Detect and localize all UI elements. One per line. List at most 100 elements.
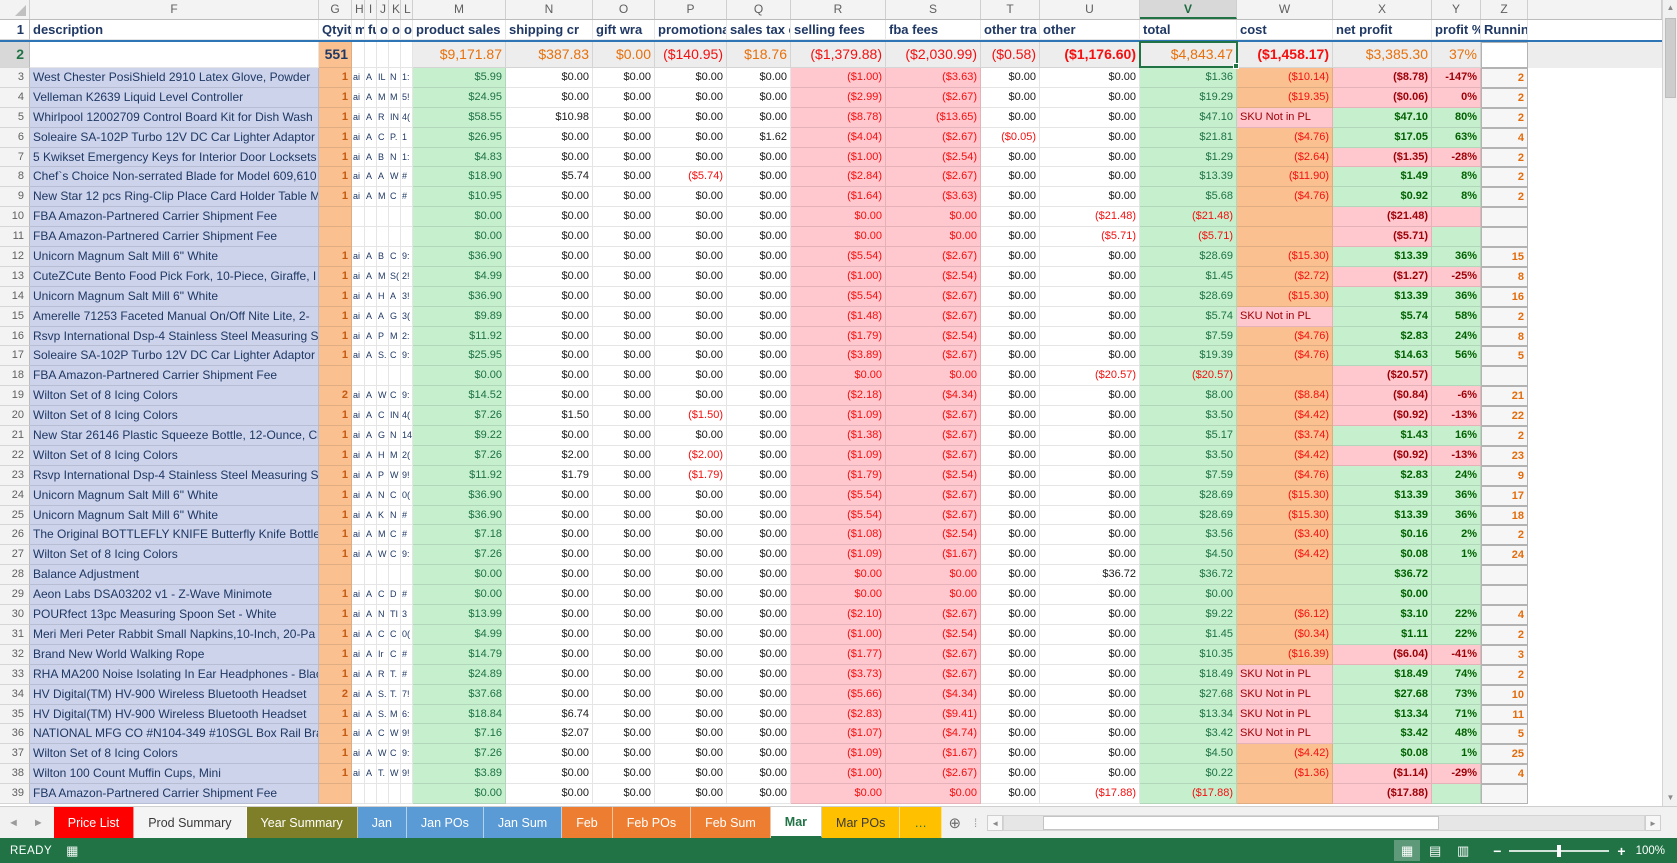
cell-F10[interactable]: FBA Amazon-Partnered Carrier Shipment Fe… xyxy=(30,207,319,228)
cell-I26[interactable]: A xyxy=(365,525,377,546)
cell-Z30[interactable]: 4 xyxy=(1481,605,1528,625)
cell-S35[interactable]: ($9.41) xyxy=(886,704,981,725)
cell-P23[interactable]: ($1.79) xyxy=(655,465,727,486)
cell-K38[interactable]: W xyxy=(389,764,401,785)
cell-V24[interactable]: $28.69 xyxy=(1140,485,1237,506)
cell-R35[interactable]: ($2.83) xyxy=(791,704,886,725)
cell-F31[interactable]: Meri Meri Peter Rabbit Small Napkins,10-… xyxy=(30,624,319,645)
cell-T8[interactable]: $0.00 xyxy=(981,167,1040,188)
cell-V38[interactable]: $0.22 xyxy=(1140,764,1237,785)
cell-W38[interactable]: ($1.36) xyxy=(1237,764,1333,785)
cell-W5[interactable]: SKU Not in PL xyxy=(1237,107,1333,128)
cell-M11[interactable]: $0.00 xyxy=(413,227,506,248)
cell-O30[interactable]: $0.00 xyxy=(593,605,655,625)
cell-K12[interactable]: C xyxy=(389,247,401,267)
cell-R33[interactable]: ($3.73) xyxy=(791,664,886,685)
cell-P8[interactable]: ($5.74) xyxy=(655,167,727,188)
cell-S22[interactable]: ($2.67) xyxy=(886,445,981,466)
cell-F26[interactable]: The Original BOTTLEFLY KNIFE Butterfly K… xyxy=(30,525,319,546)
cell-J11[interactable] xyxy=(377,227,389,248)
cell-K19[interactable]: C xyxy=(389,386,401,407)
cell-N38[interactable]: $0.00 xyxy=(506,764,593,785)
cell-G37[interactable]: 1 xyxy=(319,744,352,765)
column-header-H[interactable]: H xyxy=(352,0,365,19)
cell-T3[interactable]: $0.00 xyxy=(981,68,1040,88)
header-V1[interactable]: total xyxy=(1140,20,1237,40)
row-header-39[interactable]: 39 xyxy=(0,784,30,804)
header-T1[interactable]: other tra xyxy=(981,20,1040,40)
cell-N14[interactable]: $0.00 xyxy=(506,286,593,307)
cell-R29[interactable]: $0.00 xyxy=(791,585,886,606)
cell-O27[interactable]: $0.00 xyxy=(593,545,655,566)
cell-L33[interactable]: # xyxy=(401,664,413,685)
cell-N4[interactable]: $0.00 xyxy=(506,87,593,108)
cell-T24[interactable]: $0.00 xyxy=(981,485,1040,506)
cell-W30[interactable]: ($6.12) xyxy=(1237,605,1333,625)
cell-G31[interactable]: 1 xyxy=(319,624,352,645)
row-header-37[interactable]: 37 xyxy=(0,744,30,765)
cell-Y22[interactable]: -13% xyxy=(1432,445,1481,466)
cell-Q4[interactable]: $0.00 xyxy=(727,87,791,108)
cell-F32[interactable]: Brand New World Walking Rope xyxy=(30,644,319,665)
row-header-31[interactable]: 31 xyxy=(0,624,30,645)
cell-L18[interactable] xyxy=(401,366,413,387)
cell-P39[interactable]: $0.00 xyxy=(655,784,727,804)
cell-Y34[interactable]: 73% xyxy=(1432,684,1481,705)
cell-Y25[interactable]: 36% xyxy=(1432,505,1481,526)
cell-O11[interactable]: $0.00 xyxy=(593,227,655,248)
cell-Q39[interactable]: $0.00 xyxy=(727,784,791,804)
cell-F4[interactable]: Velleman K2639 Liquid Level Controller xyxy=(30,87,319,108)
cell-P5[interactable]: $0.00 xyxy=(655,107,727,128)
cell-V2[interactable]: $4,843.47 xyxy=(1140,42,1237,68)
cell-S9[interactable]: ($3.63) xyxy=(886,187,981,208)
cell-O2[interactable]: $0.00 xyxy=(593,42,655,68)
cell-O14[interactable]: $0.00 xyxy=(593,286,655,307)
cell-V16[interactable]: $7.59 xyxy=(1140,326,1237,347)
cell-P34[interactable]: $0.00 xyxy=(655,684,727,705)
cell-L12[interactable]: 9: xyxy=(401,247,413,267)
cell-L29[interactable]: # xyxy=(401,585,413,606)
cell-U9[interactable]: $0.00 xyxy=(1040,187,1140,208)
header-Y1[interactable]: profit % xyxy=(1432,20,1481,40)
cell-O3[interactable]: $0.00 xyxy=(593,68,655,88)
cell-L7[interactable]: 1: xyxy=(401,147,413,168)
cell-O23[interactable]: $0.00 xyxy=(593,465,655,486)
cell-Y10[interactable] xyxy=(1432,207,1481,228)
cell-M26[interactable]: $7.18 xyxy=(413,525,506,546)
cell-X16[interactable]: $2.83 xyxy=(1333,326,1432,347)
cell-Q19[interactable]: $0.00 xyxy=(727,386,791,407)
cell-G17[interactable]: 1 xyxy=(319,346,352,367)
cell-S7[interactable]: ($2.54) xyxy=(886,147,981,168)
cell-Q21[interactable]: $0.00 xyxy=(727,426,791,446)
cell-V22[interactable]: $3.50 xyxy=(1140,445,1237,466)
cell-G28[interactable] xyxy=(319,565,352,586)
cell-L31[interactable]: 0( xyxy=(401,624,413,645)
cell-U15[interactable]: $0.00 xyxy=(1040,306,1140,327)
cell-L9[interactable]: # xyxy=(401,187,413,208)
cell-P9[interactable]: $0.00 xyxy=(655,187,727,208)
cell-J39[interactable] xyxy=(377,784,389,804)
cell-X31[interactable]: $1.11 xyxy=(1333,624,1432,645)
zoom-slider-thumb[interactable] xyxy=(1557,844,1562,857)
cell-G8[interactable]: 1 xyxy=(319,167,352,188)
cell-G5[interactable]: 1 xyxy=(319,107,352,128)
cell-I21[interactable]: A xyxy=(365,426,377,446)
cell-U16[interactable]: $0.00 xyxy=(1040,326,1140,347)
cell-N31[interactable]: $0.00 xyxy=(506,624,593,645)
cell-L39[interactable] xyxy=(401,784,413,804)
cell-X28[interactable]: $36.72 xyxy=(1333,565,1432,586)
header-R1[interactable]: selling fees xyxy=(791,20,886,40)
cell-P7[interactable]: $0.00 xyxy=(655,147,727,168)
cell-X30[interactable]: $3.10 xyxy=(1333,605,1432,625)
cell-T23[interactable]: $0.00 xyxy=(981,465,1040,486)
cell-Y26[interactable]: 2% xyxy=(1432,525,1481,546)
cell-F3[interactable]: West Chester PosiShield 2910 Latex Glove… xyxy=(30,68,319,88)
cell-J20[interactable]: C xyxy=(377,406,389,427)
cell-R19[interactable]: ($2.18) xyxy=(791,386,886,407)
cell-M30[interactable]: $13.99 xyxy=(413,605,506,625)
cell-O29[interactable]: $0.00 xyxy=(593,585,655,606)
cell-Y23[interactable]: 24% xyxy=(1432,465,1481,486)
cell-W34[interactable]: SKU Not in PL xyxy=(1237,684,1333,705)
cell-V8[interactable]: $13.39 xyxy=(1140,167,1237,188)
header-M1[interactable]: product sales xyxy=(413,20,506,40)
